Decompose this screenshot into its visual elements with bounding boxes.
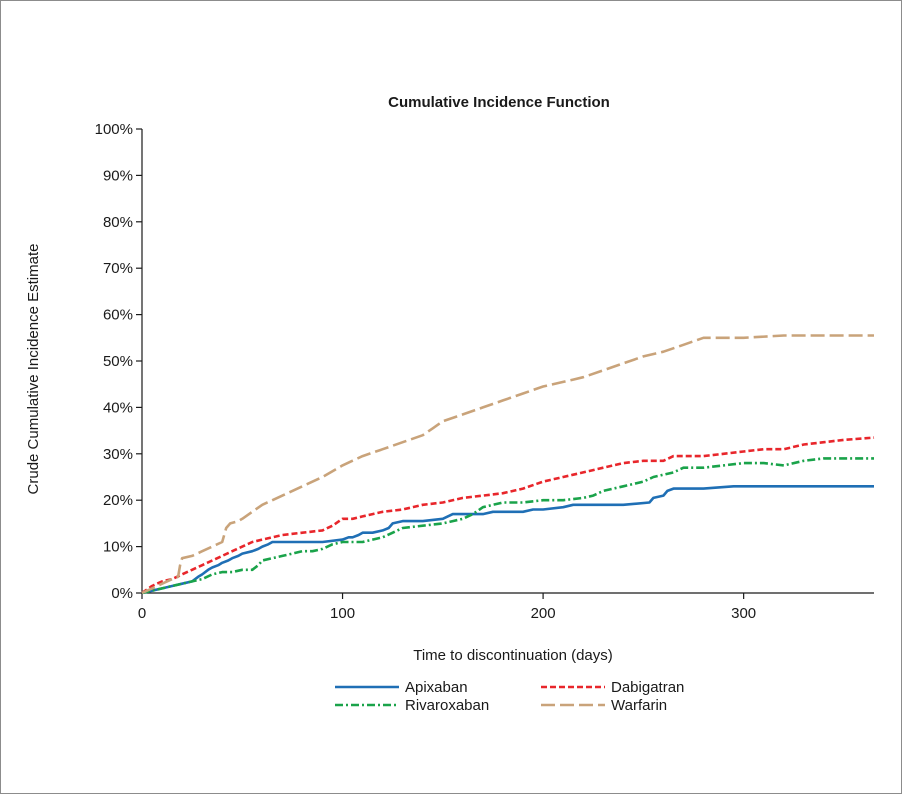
- y-tick-label: 30%: [103, 446, 133, 463]
- legend-label-apixaban: Apixaban: [405, 679, 468, 696]
- y-tick-label: 100%: [95, 121, 133, 138]
- axes: 0% 10% 20% 30% 40% 50% 60% 70% 80% 90% 100% 0 100 200…: [95, 121, 874, 622]
- legend-label-dabigatran: Dabigatran: [611, 679, 684, 696]
- x-tick-label: 0: [138, 605, 146, 622]
- series-lines: [141, 334, 875, 595]
- legend: Apixaban Dabigatran Rivaroxaban Warfarin: [335, 679, 684, 714]
- legend-label-rivaroxaban: Rivaroxaban: [405, 697, 489, 714]
- x-tick-label: 100: [330, 605, 355, 622]
- series-line-warfarin: [141, 334, 874, 595]
- x-axis-label: Time to discontinuation (days): [413, 647, 613, 664]
- y-axis-label: Crude Cumulative Incidence Estimate: [25, 244, 42, 495]
- legend-label-warfarin: Warfarin: [611, 697, 667, 714]
- x-tick-label: 300: [731, 605, 756, 622]
- series-line-rivaroxaban: [141, 457, 874, 595]
- y-tick-label: 50%: [103, 353, 133, 370]
- series-line-apixaban: [141, 484, 874, 595]
- y-tick-label: 10%: [103, 539, 133, 556]
- y-tick-label: 40%: [103, 399, 133, 416]
- series-line-dabigatran: [141, 436, 875, 595]
- y-tick-label: 20%: [103, 492, 133, 509]
- y-tick-label: 0%: [111, 585, 133, 602]
- x-tick-label: 200: [531, 605, 556, 622]
- y-tick-label: 80%: [103, 214, 133, 231]
- y-tick-label: 60%: [103, 307, 133, 324]
- y-tick-label: 70%: [103, 260, 133, 277]
- y-tick-label: 90%: [103, 167, 133, 184]
- chart-title: Cumulative Incidence Function: [388, 94, 610, 111]
